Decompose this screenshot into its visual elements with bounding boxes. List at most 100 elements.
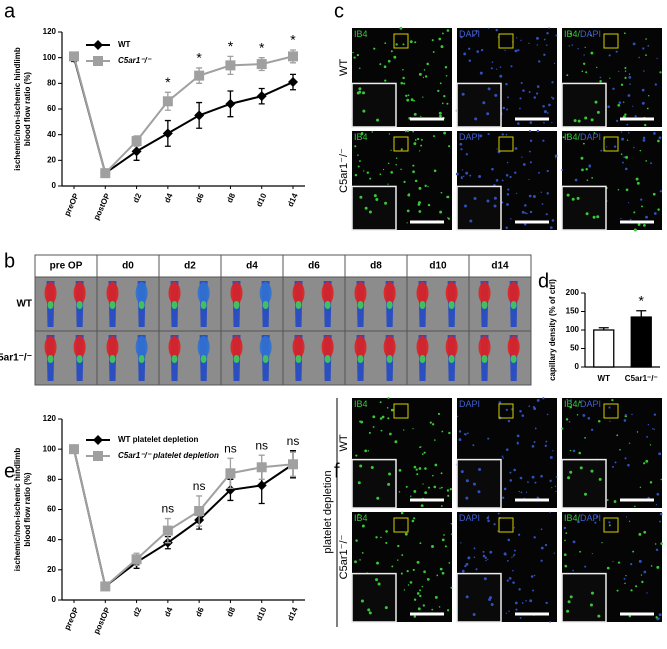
- signal: [554, 157, 557, 159]
- paw-edge: [233, 355, 240, 363]
- signal: [652, 192, 656, 196]
- signal: [446, 195, 450, 199]
- inset-signal: [359, 464, 363, 468]
- signal: [515, 192, 518, 194]
- signal: [491, 61, 494, 63]
- inset-signal: [486, 199, 490, 203]
- signal: [626, 123, 629, 126]
- signal: [564, 539, 566, 542]
- signal: [450, 586, 453, 589]
- signal: [400, 572, 403, 575]
- signal: [569, 406, 572, 409]
- signal: [427, 185, 429, 188]
- signal: [549, 479, 552, 483]
- marker: [225, 98, 236, 109]
- signal: [405, 94, 408, 97]
- inset-signal: [592, 215, 596, 219]
- zoom-box: [393, 403, 409, 419]
- series-line: [73, 57, 294, 175]
- column-label: d10: [429, 261, 447, 272]
- signal: [409, 581, 413, 584]
- signal: [645, 459, 649, 463]
- signal: [503, 487, 507, 491]
- signal: [379, 173, 382, 176]
- signal: [628, 442, 631, 445]
- paw-edge: [138, 301, 145, 309]
- signal: [657, 139, 660, 143]
- signal: [621, 137, 625, 141]
- signal: [548, 27, 550, 29]
- signal: [591, 177, 594, 179]
- inset-signal: [376, 496, 380, 500]
- perfusion-image: [468, 276, 532, 332]
- signal: [484, 556, 487, 559]
- signal: [535, 92, 539, 95]
- marker: [131, 136, 142, 147]
- signal: [504, 553, 507, 556]
- signal: [636, 431, 639, 433]
- signal: [352, 51, 354, 54]
- signal: [465, 153, 469, 156]
- channel-label-part: IB4: [354, 513, 368, 523]
- signal: [363, 170, 365, 172]
- inset-signal: [573, 119, 577, 123]
- signal: [505, 173, 509, 177]
- paw: [44, 282, 57, 304]
- y-tick-label: 20: [47, 155, 56, 164]
- annotation: ns: [224, 441, 237, 455]
- signal: [433, 485, 437, 489]
- signal: [546, 169, 549, 173]
- x-tick-label: preOP: [62, 191, 81, 217]
- signal: [493, 523, 496, 526]
- signal: [434, 463, 438, 467]
- signal: [596, 515, 599, 518]
- signal: [446, 102, 449, 105]
- signal: [462, 175, 465, 178]
- signal: [487, 437, 490, 440]
- signal: [465, 171, 469, 175]
- signal: [507, 96, 510, 99]
- signal: [476, 50, 480, 53]
- legend-label: WT platelet depletion: [118, 435, 199, 444]
- signal: [416, 560, 420, 564]
- signal: [624, 413, 628, 417]
- signal: [509, 471, 512, 474]
- inset-signal: [358, 90, 362, 94]
- signal: [359, 160, 361, 162]
- paw-edge: [109, 301, 116, 309]
- paw-edge: [481, 301, 488, 309]
- signal: [563, 526, 567, 530]
- signal: [379, 417, 383, 420]
- signal: [431, 423, 435, 426]
- signal: [630, 589, 633, 592]
- signal: [361, 524, 365, 528]
- signal: [641, 88, 645, 92]
- paw-edge: [47, 301, 54, 309]
- column-label: d6: [308, 261, 320, 272]
- x-tick-label: d6: [194, 191, 206, 204]
- signal: [413, 142, 417, 146]
- signal: [372, 426, 375, 428]
- signal: [613, 145, 617, 148]
- signal: [447, 494, 450, 497]
- marker: [288, 459, 298, 470]
- inset-signal: [478, 468, 482, 472]
- signal: [372, 415, 376, 419]
- signal: [552, 450, 554, 452]
- signal: [516, 434, 520, 438]
- y-tick-label: 0: [52, 181, 57, 190]
- signal: [419, 589, 421, 592]
- signal: [418, 72, 422, 76]
- signal: [440, 505, 443, 507]
- signal: [522, 163, 526, 166]
- row-label: WT: [338, 434, 350, 451]
- y-tick-label: 40: [47, 130, 56, 139]
- zoom-box: [498, 403, 514, 419]
- signal: [441, 430, 444, 433]
- signal: [650, 565, 653, 567]
- signal: [491, 167, 494, 171]
- channel-label-part: IB4/: [564, 513, 581, 523]
- signal: [510, 218, 512, 220]
- signal: [427, 486, 431, 489]
- signal: [419, 446, 421, 449]
